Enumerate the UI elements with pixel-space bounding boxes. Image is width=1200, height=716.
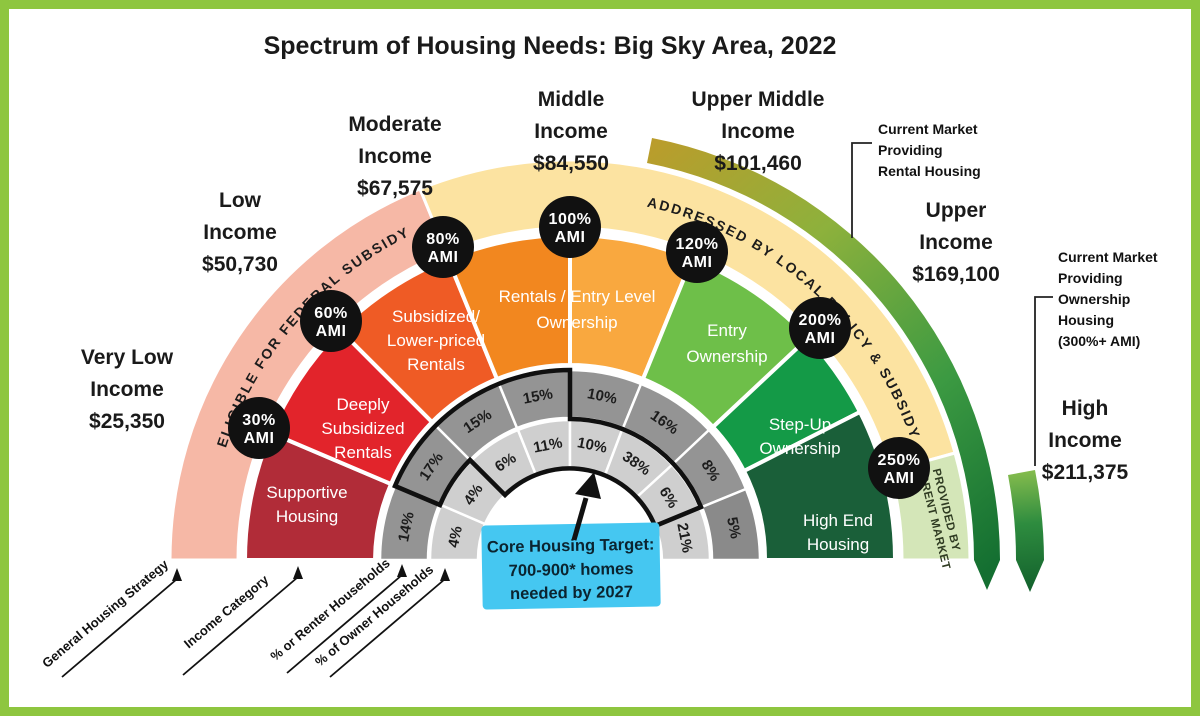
label-subsidized-lower: Subsidized/Lower-priced Rentals — [387, 307, 485, 374]
owner-pct-0: 4% — [445, 525, 466, 550]
label-entry-ownership: Entry Ownership — [686, 321, 767, 366]
ami-badge-100: 100% AMI — [539, 196, 601, 258]
rental-annotation: Current Market Providing Rental Housing — [878, 121, 981, 179]
ami-badge-60: 60% AMI — [300, 290, 362, 352]
core-target-arrowhead — [575, 472, 601, 499]
core-target-box — [481, 522, 661, 610]
income-upper-middle: Upper Middle Income $101,460 — [691, 88, 824, 175]
svg-text:100%AMI: 100% AMI — [549, 211, 592, 246]
svg-text:30%AMI: 30% AMI — [242, 412, 276, 447]
axis-label-general-housing-strategy: General Housing Strategy — [39, 556, 172, 671]
core-target-callout: Core Housing Target:700-900* homesneeded… — [481, 522, 661, 610]
svg-text:80%AMI: 80% AMI — [426, 231, 460, 266]
svg-text:120%AMI: 120% AMI — [676, 236, 719, 271]
ami-badge-200: 200% AMI — [789, 297, 851, 359]
svg-text:200%AMI: 200% AMI — [799, 312, 842, 347]
label-rentals-entry: Rentals / Entry Level Ownership — [499, 287, 656, 332]
renter-pct-7: 5% — [723, 516, 744, 541]
renter-segment-7 — [700, 487, 762, 562]
income-very-low: Very Low Income $25,350 — [81, 346, 174, 433]
owner-pct-7: 21% — [673, 522, 695, 555]
svg-text:60%AMI: 60% AMI — [314, 305, 348, 340]
income-upper: Upper Income $169,100 — [912, 199, 1000, 286]
label-deeply-subsidized: Deeply Subsidized Rentals — [321, 395, 404, 462]
income-moderate: Moderate Income $67,575 — [348, 113, 441, 200]
rental-market-band — [647, 138, 1000, 590]
ami-badge-250: 250% AMI — [868, 437, 930, 499]
ami-badge-120: 120% AMI — [666, 221, 728, 283]
core-target-arrow-shaft — [571, 497, 589, 541]
ownership-annotation-line — [1034, 296, 1053, 466]
label-step-up-ownership: Step-Up Ownership — [759, 415, 840, 458]
ami-badge-80: 80% AMI — [412, 216, 474, 278]
axis-callout-lines — [61, 574, 446, 678]
label-supportive-housing: Supportive Housing — [266, 483, 347, 526]
income-high: High Income $211,375 — [1042, 397, 1129, 484]
label-high-end-housing: High End Housing — [803, 511, 873, 554]
core-target-text: Core Housing Target:700-900* homesneeded… — [487, 536, 656, 604]
core-target-outline — [392, 367, 704, 529]
renter-pct-3: 15% — [522, 385, 555, 407]
svg-text:250%AMI: 250% AMI — [878, 452, 921, 487]
page-title: Spectrum of Housing Needs: Big Sky Area,… — [264, 32, 837, 60]
owner-pct-3: 11% — [532, 434, 564, 456]
renter-pct-0: 14% — [395, 510, 418, 543]
renter-pct-4: 10% — [586, 385, 619, 407]
renter-ring — [378, 368, 762, 562]
ownership-annotation: Current Market Providing Ownership Housing(… — [1058, 249, 1158, 349]
axis-callout-arrowheads — [172, 564, 450, 581]
ami-badges: 30% AMI 60% AMI 80% AMI 100% AMI 120% AMI 200… — [228, 196, 930, 499]
ownership-market-band — [1008, 470, 1044, 592]
income-low: Low Income $50,730 — [202, 189, 278, 276]
owner-pct-4: 10% — [576, 434, 609, 456]
rental-annotation-line — [851, 142, 872, 238]
income-middle: Middle Income $84,550 — [533, 88, 609, 175]
ami-badge-30: 30% AMI — [228, 397, 290, 459]
